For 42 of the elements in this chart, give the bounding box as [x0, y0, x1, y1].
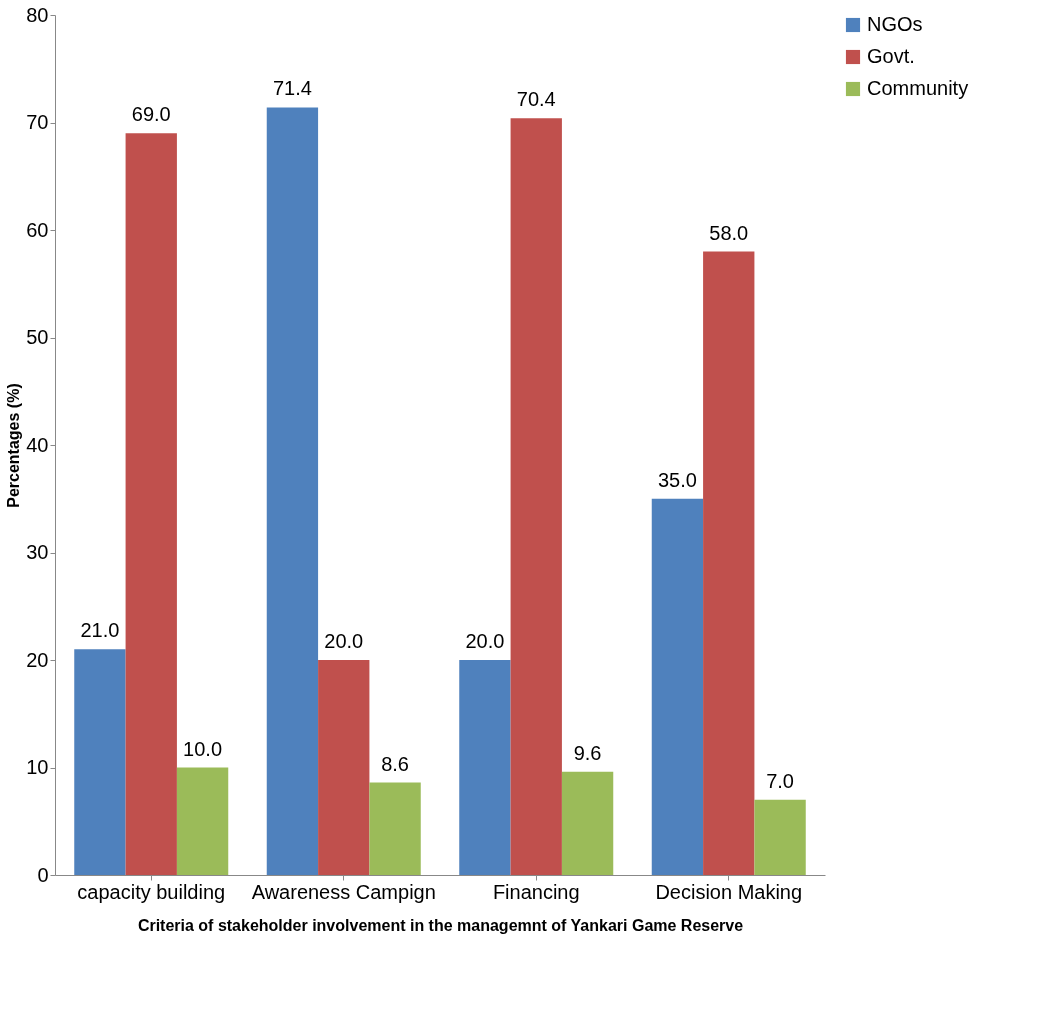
data-label: 71.4	[272, 77, 312, 100]
bar	[510, 118, 562, 875]
x-tick-label: Decision Making	[655, 880, 803, 903]
y-tick-label: 60	[26, 218, 49, 241]
bar	[754, 799, 806, 875]
y-tick-label: 40	[26, 433, 49, 456]
x-tick-label: Financing	[492, 880, 580, 903]
bar	[74, 649, 126, 875]
bar	[459, 660, 511, 875]
data-label: 8.6	[381, 752, 409, 775]
y-tick-label: 30	[26, 541, 49, 563]
data-label: 70.4	[516, 88, 556, 111]
data-label: 10.0	[183, 737, 223, 760]
legend-label: Community	[867, 77, 969, 99]
bar	[266, 107, 319, 875]
legend-label: NGOs	[867, 13, 923, 35]
y-axis-title: Percentages (%)	[5, 383, 23, 508]
bar	[176, 767, 229, 875]
y-tick-label: 20	[26, 648, 49, 671]
y-tick-label: 10	[26, 756, 49, 778]
y-tick-label: 50	[26, 326, 49, 348]
y-tick-label: 0	[37, 863, 49, 886]
data-label: 9.6	[573, 741, 602, 764]
legend-label: Govt.	[867, 45, 915, 67]
x-tick-label: Awareness Campign	[251, 880, 436, 903]
x-tick-label: capacity building	[77, 880, 226, 903]
bar	[318, 660, 370, 875]
data-label: 35.0	[657, 468, 697, 491]
y-tick-label: 70	[26, 111, 49, 133]
data-label: 20.0	[324, 630, 364, 652]
data-label: 69.0	[131, 103, 171, 126]
data-label: 58.0	[709, 221, 749, 244]
bar	[703, 251, 755, 875]
bar	[561, 771, 614, 875]
x-axis-title: Criteria of stakeholder involvement in the managemnt of Yankari Game Reserve	[137, 916, 744, 934]
bar	[369, 782, 421, 875]
y-tick-label: 80	[26, 3, 49, 26]
data-label: 21.0	[80, 619, 120, 642]
bar	[125, 133, 177, 875]
data-label: 7.0	[766, 769, 794, 792]
bar	[651, 498, 704, 875]
data-label: 20.0	[465, 630, 505, 652]
